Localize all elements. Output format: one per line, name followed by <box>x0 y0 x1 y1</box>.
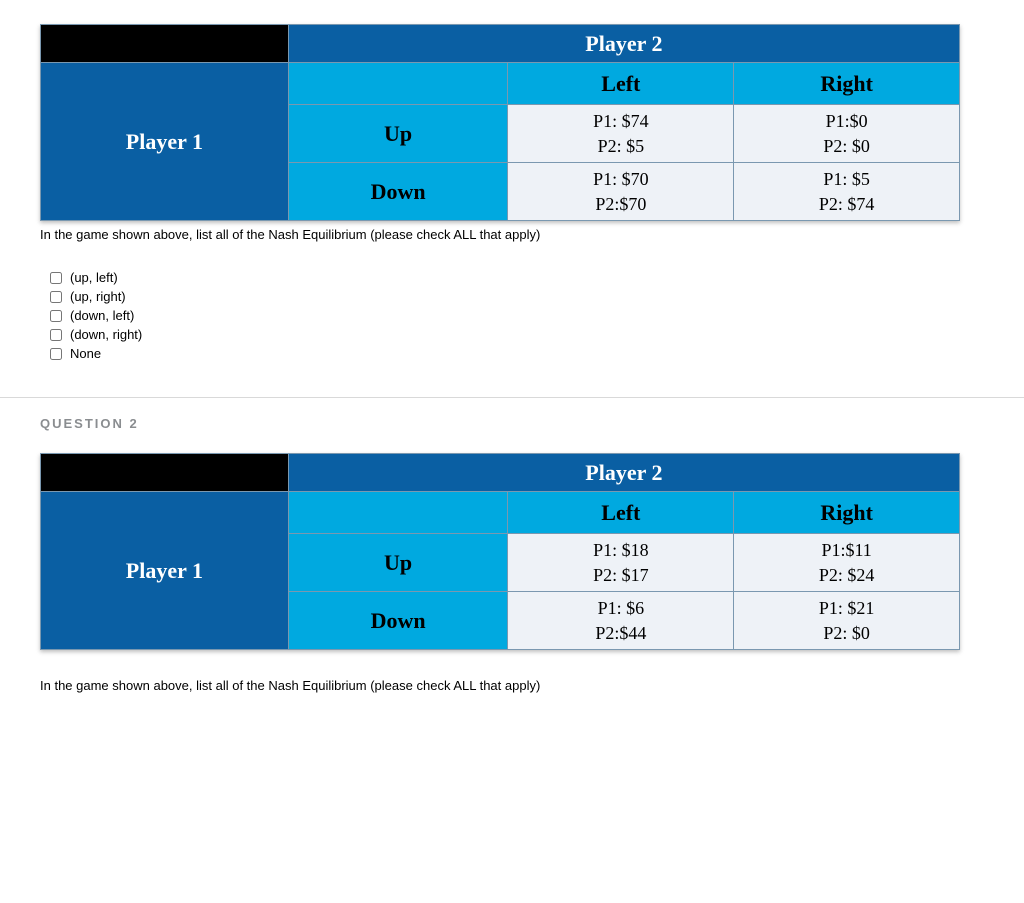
option-checkbox[interactable] <box>50 310 62 322</box>
payoff-cell: P1: $74 P2: $5 <box>508 105 734 163</box>
option-row[interactable]: (up, right) <box>50 289 984 304</box>
payoff-p2: P2:$70 <box>508 192 733 216</box>
payoff-p1: P1:$0 <box>734 109 959 133</box>
payoff-cell: P1: $6 P2:$44 <box>508 592 734 650</box>
payoff-p1: P1: $5 <box>734 167 959 191</box>
payoff-table-q2: Player 2 Player 1 Left Right Up P1: $18 … <box>40 453 960 650</box>
payoff-p2: P2: $17 <box>508 563 733 587</box>
payoff-p1: P1: $21 <box>734 596 959 620</box>
option-checkbox[interactable] <box>50 348 62 360</box>
option-label: (down, left) <box>70 308 134 323</box>
question-prompt: In the game shown above, list all of the… <box>40 227 984 242</box>
player2-header: Player 2 <box>288 25 959 63</box>
option-row[interactable]: (down, right) <box>50 327 984 342</box>
payoff-p1: P1: $18 <box>508 538 733 562</box>
blank-cell <box>288 492 508 534</box>
payoff-cell: P1: $18 P2: $17 <box>508 534 734 592</box>
table-corner <box>41 454 289 492</box>
payoff-p2: P2: $0 <box>734 621 959 645</box>
question-heading: QUESTION 2 <box>40 416 984 431</box>
row-header-down: Down <box>288 592 508 650</box>
table-corner <box>41 25 289 63</box>
payoff-cell: P1: $5 P2: $74 <box>734 163 960 221</box>
payoff-cell: P1: $70 P2:$70 <box>508 163 734 221</box>
payoff-p2: P2: $0 <box>734 134 959 158</box>
option-row[interactable]: (up, left) <box>50 270 984 285</box>
col-header-left: Left <box>508 492 734 534</box>
col-header-right: Right <box>734 492 960 534</box>
section-divider <box>0 397 1024 398</box>
payoff-p2: P2: $5 <box>508 134 733 158</box>
question-prompt: In the game shown above, list all of the… <box>40 678 984 693</box>
payoff-p1: P1:$11 <box>734 538 959 562</box>
options-list: (up, left) (up, right) (down, left) (dow… <box>50 270 984 361</box>
row-header-up: Up <box>288 105 508 163</box>
option-checkbox[interactable] <box>50 291 62 303</box>
col-header-right: Right <box>734 63 960 105</box>
option-checkbox[interactable] <box>50 329 62 341</box>
payoff-p2: P2: $24 <box>734 563 959 587</box>
payoff-p1: P1: $6 <box>508 596 733 620</box>
option-checkbox[interactable] <box>50 272 62 284</box>
payoff-p2: P2: $74 <box>734 192 959 216</box>
row-header-down: Down <box>288 163 508 221</box>
option-row[interactable]: (down, left) <box>50 308 984 323</box>
col-header-left: Left <box>508 63 734 105</box>
payoff-table-q1: Player 2 Player 1 Left Right Up P1: $74 … <box>40 24 960 221</box>
option-label: (up, right) <box>70 289 126 304</box>
payoff-cell: P1: $21 P2: $0 <box>734 592 960 650</box>
option-label: (down, right) <box>70 327 142 342</box>
row-header-up: Up <box>288 534 508 592</box>
payoff-p1: P1: $74 <box>508 109 733 133</box>
option-label: None <box>70 346 101 361</box>
payoff-p1: P1: $70 <box>508 167 733 191</box>
blank-cell <box>288 63 508 105</box>
player2-header: Player 2 <box>288 454 959 492</box>
payoff-p2: P2:$44 <box>508 621 733 645</box>
option-row[interactable]: None <box>50 346 984 361</box>
option-label: (up, left) <box>70 270 118 285</box>
payoff-cell: P1:$0 P2: $0 <box>734 105 960 163</box>
payoff-cell: P1:$11 P2: $24 <box>734 534 960 592</box>
player1-header: Player 1 <box>41 492 289 650</box>
player1-header: Player 1 <box>41 63 289 221</box>
